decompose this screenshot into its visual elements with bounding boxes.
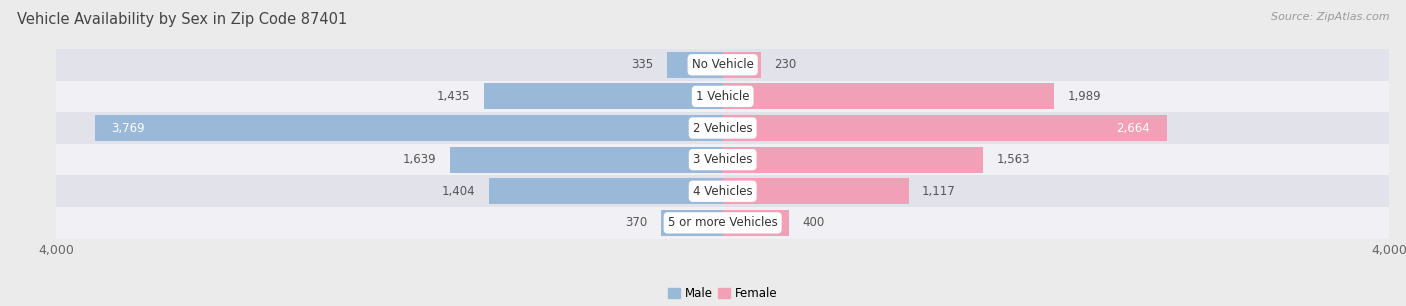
Text: 370: 370 [626, 216, 648, 230]
Text: 335: 335 [631, 58, 654, 71]
Text: 1,435: 1,435 [437, 90, 470, 103]
Bar [723, 147, 983, 173]
Text: No Vehicle: No Vehicle [692, 58, 754, 71]
Text: 230: 230 [775, 58, 797, 71]
Bar [723, 115, 1167, 141]
Text: 1,117: 1,117 [922, 185, 956, 198]
Text: 3,769: 3,769 [111, 121, 145, 135]
Bar [484, 84, 723, 109]
Text: 1 Vehicle: 1 Vehicle [696, 90, 749, 103]
Bar [56, 112, 1389, 144]
Text: Vehicle Availability by Sex in Zip Code 87401: Vehicle Availability by Sex in Zip Code … [17, 12, 347, 27]
Text: 1,639: 1,639 [402, 153, 436, 166]
Bar [56, 49, 1389, 80]
Bar [56, 175, 1389, 207]
Bar [661, 210, 723, 236]
Legend: Male, Female: Male, Female [664, 282, 782, 305]
Text: 5 or more Vehicles: 5 or more Vehicles [668, 216, 778, 230]
Bar [723, 84, 1054, 109]
Text: 1,563: 1,563 [997, 153, 1031, 166]
Bar [489, 178, 723, 204]
Text: 3 Vehicles: 3 Vehicles [693, 153, 752, 166]
Text: 2 Vehicles: 2 Vehicles [693, 121, 752, 135]
Text: Source: ZipAtlas.com: Source: ZipAtlas.com [1271, 12, 1389, 22]
Bar [723, 210, 789, 236]
Bar [56, 207, 1389, 239]
Text: 1,404: 1,404 [441, 185, 475, 198]
Bar [723, 52, 761, 78]
Text: 2,664: 2,664 [1116, 121, 1150, 135]
Text: 400: 400 [803, 216, 825, 230]
Text: 1,989: 1,989 [1067, 90, 1101, 103]
Bar [56, 144, 1389, 175]
Bar [666, 52, 723, 78]
Bar [94, 115, 723, 141]
Bar [723, 178, 908, 204]
Bar [56, 80, 1389, 112]
Bar [450, 147, 723, 173]
Text: 4 Vehicles: 4 Vehicles [693, 185, 752, 198]
